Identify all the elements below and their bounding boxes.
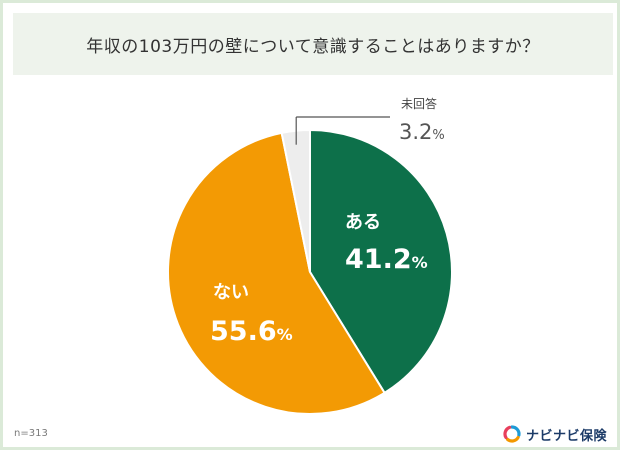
slice-value-unanswered: 3.2% <box>399 120 445 144</box>
slice-value-nai: 55.6% <box>210 316 293 347</box>
slice-label-nai: ない <box>213 282 249 303</box>
slice-label-unanswered: 未回答 <box>401 96 437 111</box>
logo-arc <box>510 425 521 437</box>
chart-title: 年収の103万円の壁について意識することはありますか？ <box>86 36 540 57</box>
navinavi-logo-icon <box>503 425 521 443</box>
brand-logo: ナビナビ保険 <box>502 424 607 444</box>
pie-slice-aru <box>309 128 453 395</box>
title-banner: 年収の103万円の壁について意識することはありますか？ <box>13 13 613 75</box>
logo-arc <box>503 425 512 440</box>
sample-size: n=313 <box>14 428 48 439</box>
pie-slice-nai <box>167 131 386 415</box>
slice-value-aru: 41.2% <box>345 244 428 275</box>
logo-arc <box>505 435 520 443</box>
brand-name: ナビナビ保険 <box>526 428 608 444</box>
slice-label-aru: ある <box>345 212 381 233</box>
